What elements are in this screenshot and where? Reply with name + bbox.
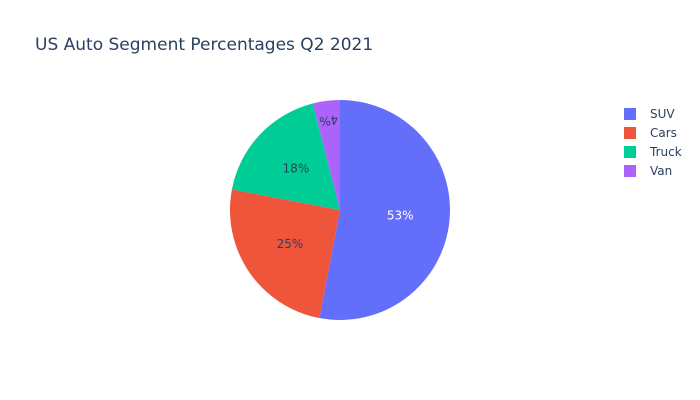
pie-slice-cars[interactable] [230,189,340,319]
legend-label: Truck [649,145,682,159]
legend-label: Van [650,164,672,178]
legend-swatch [624,146,636,158]
pie-slices [230,100,450,320]
legend-swatch [624,127,636,139]
legend-swatch [624,165,636,177]
pie-slice-van[interactable] [312,100,340,210]
pie-slice-suv[interactable] [319,100,450,320]
chart-title: US Auto Segment Percentages Q2 2021 [35,35,373,55]
legend[interactable]: SUV Cars Truck Van [624,107,682,178]
legend-label: Cars [650,126,677,140]
legend-label: SUV [650,107,675,121]
legend-swatch [624,108,636,120]
slice-label-van: 4% [318,112,339,128]
pie-slice-labels: 53% 25% 18% 4% [277,112,414,251]
legend-item-truck[interactable]: Truck [624,145,682,159]
slice-label-truck: 18% [283,162,310,176]
legend-item-van[interactable]: Van [624,164,672,178]
legend-item-suv[interactable]: SUV [624,107,675,121]
slice-label-cars: 25% [277,237,304,251]
legend-item-cars[interactable]: Cars [624,126,677,140]
pie-slice-truck[interactable] [231,103,340,210]
slice-label-suv: 53% [387,209,414,223]
